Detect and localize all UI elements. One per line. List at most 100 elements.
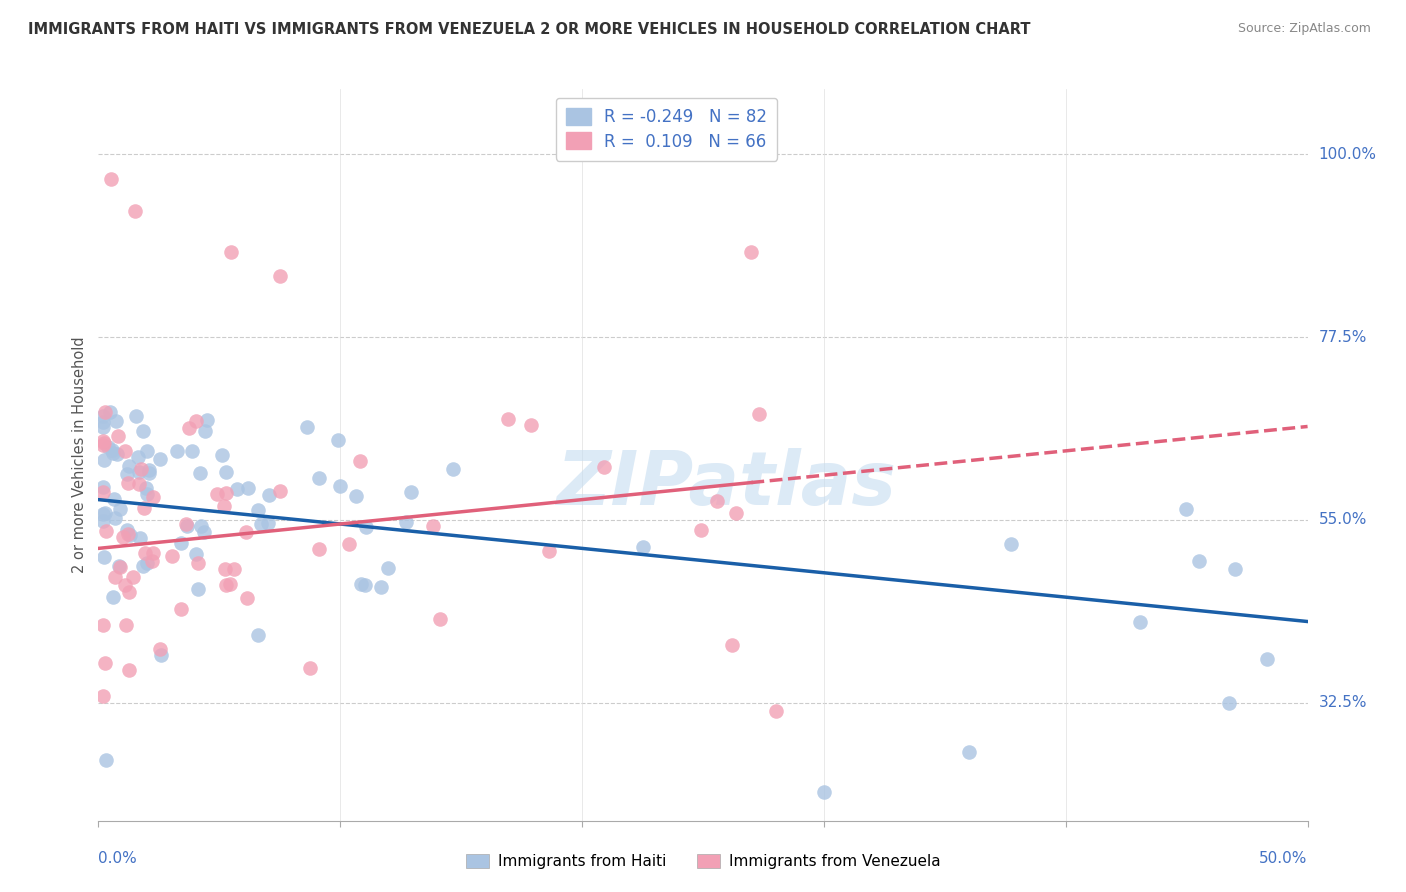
Point <box>94 405 117 419</box>
Point <box>91 437 114 451</box>
Point <box>1256 652 1278 666</box>
Point <box>188 466 211 480</box>
Point <box>214 465 236 479</box>
Legend: R = -0.249   N = 82, R =  0.109   N = 66: R = -0.249 N = 82, R = 0.109 N = 66 <box>555 97 778 161</box>
Point <box>120 528 142 542</box>
Point <box>91 484 114 499</box>
Point <box>354 578 377 592</box>
Point <box>128 465 150 479</box>
Point <box>1000 537 1022 551</box>
Point <box>269 484 291 499</box>
Point <box>104 570 127 584</box>
Point <box>170 535 193 549</box>
Point <box>190 518 212 533</box>
Point <box>1218 696 1240 710</box>
Point <box>101 446 124 460</box>
Point <box>117 476 139 491</box>
Point <box>100 171 122 186</box>
Point <box>91 689 114 703</box>
Point <box>128 532 150 546</box>
Point <box>98 405 121 419</box>
Point <box>132 559 155 574</box>
Point <box>101 443 124 458</box>
Point <box>214 562 236 576</box>
Point <box>101 590 124 604</box>
Point <box>269 269 291 284</box>
Point <box>93 550 115 565</box>
Point <box>236 591 259 605</box>
Point <box>740 244 762 259</box>
Point <box>124 204 146 219</box>
Point <box>91 416 114 430</box>
Point <box>91 434 114 449</box>
Point <box>184 547 207 561</box>
Point <box>724 506 747 520</box>
Point <box>115 467 138 482</box>
Point <box>114 578 136 592</box>
Point <box>118 459 141 474</box>
Point <box>187 582 209 596</box>
Point <box>235 525 257 540</box>
Point <box>184 414 207 428</box>
Point <box>179 421 201 435</box>
Point <box>150 648 173 662</box>
Point <box>174 517 197 532</box>
Point <box>631 540 654 554</box>
Point <box>212 500 235 514</box>
Point <box>105 447 128 461</box>
Point <box>215 486 238 500</box>
Point <box>765 704 787 718</box>
Point <box>93 453 115 467</box>
Point <box>97 440 120 454</box>
Point <box>350 577 373 591</box>
Point <box>93 506 115 520</box>
Point <box>395 515 418 529</box>
Point <box>706 494 728 508</box>
Point <box>221 244 243 259</box>
Point <box>91 508 114 522</box>
Point <box>429 612 451 626</box>
Point <box>308 471 330 485</box>
Text: Source: ZipAtlas.com: Source: ZipAtlas.com <box>1237 22 1371 36</box>
Point <box>166 443 188 458</box>
Point <box>181 444 204 458</box>
Point <box>1188 553 1211 567</box>
Point <box>108 560 131 574</box>
Point <box>354 519 377 533</box>
Point <box>344 489 367 503</box>
Point <box>108 502 131 516</box>
Point <box>538 544 561 558</box>
Point <box>127 450 149 465</box>
Point <box>299 661 322 675</box>
Point <box>91 409 114 423</box>
Point <box>441 462 464 476</box>
Point <box>96 524 118 539</box>
Point <box>135 556 157 570</box>
Point <box>118 664 141 678</box>
Point <box>125 409 148 423</box>
Text: IMMIGRANTS FROM HAITI VS IMMIGRANTS FROM VENEZUELA 2 OR MORE VEHICLES IN HOUSEHO: IMMIGRANTS FROM HAITI VS IMMIGRANTS FROM… <box>28 22 1031 37</box>
Point <box>91 480 114 494</box>
Point <box>170 602 193 616</box>
Point <box>520 417 543 432</box>
Point <box>160 549 183 563</box>
Point <box>308 541 330 556</box>
Text: ZIPatlas: ZIPatlas <box>557 448 897 521</box>
Text: 50.0%: 50.0% <box>1260 851 1308 866</box>
Point <box>142 546 165 560</box>
Point <box>94 753 117 767</box>
Legend: Immigrants from Haiti, Immigrants from Venezuela: Immigrants from Haiti, Immigrants from V… <box>460 848 946 875</box>
Point <box>107 429 129 443</box>
Point <box>93 435 115 450</box>
Point <box>225 482 247 496</box>
Point <box>149 452 172 467</box>
Point <box>250 516 273 531</box>
Text: 100.0%: 100.0% <box>1319 146 1376 161</box>
Point <box>136 487 159 501</box>
Point <box>370 580 392 594</box>
Point <box>1129 615 1152 630</box>
Point <box>187 557 209 571</box>
Point <box>91 618 114 632</box>
Point <box>93 656 115 670</box>
Point <box>193 524 215 539</box>
